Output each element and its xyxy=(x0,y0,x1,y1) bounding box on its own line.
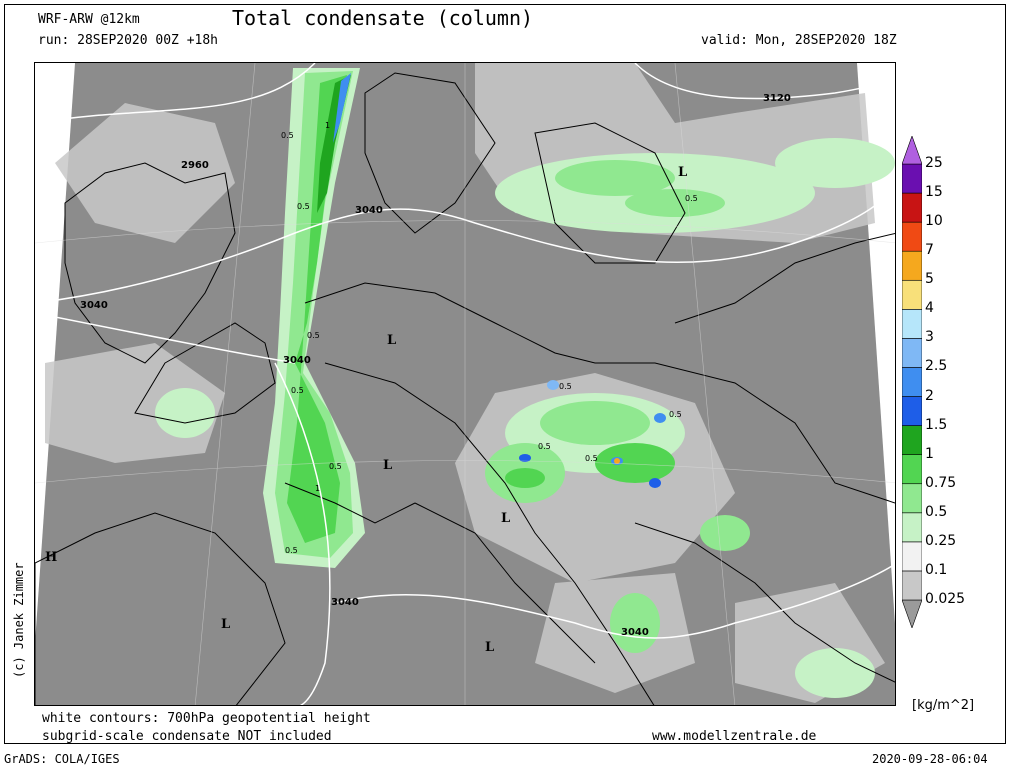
colorbar-level-label: 25 xyxy=(925,155,943,171)
colorbar-level-label: 1 xyxy=(925,445,934,462)
map-area: 2960 3040 3040 3040 3040 3040 3120 L L L… xyxy=(34,62,896,706)
value-label: 0.5 xyxy=(685,194,698,203)
colorbar-level-label: 2.5 xyxy=(925,358,948,375)
value-label: 0.5 xyxy=(281,131,294,140)
valid-label: valid: Mon, 28SEP2020 18Z xyxy=(701,33,897,48)
colorbar-level-label: 10 xyxy=(925,213,943,230)
contour-label: 3040 xyxy=(355,205,383,216)
colorbar xyxy=(902,136,922,628)
value-label: 0.5 xyxy=(297,202,310,211)
value-label: 0.5 xyxy=(559,382,572,391)
colorbar-level-label: 0.025 xyxy=(925,591,966,607)
colorbar-swatch xyxy=(902,570,922,601)
colorbar-unit: [kg/m^2] xyxy=(912,698,975,713)
low-pressure-label: L xyxy=(221,617,230,632)
low-pressure-label: L xyxy=(383,458,392,473)
colorbar-swatch xyxy=(902,541,922,572)
value-label: 1 xyxy=(325,121,330,130)
figure-frame xyxy=(4,4,1006,744)
colorbar-level-label: 7 xyxy=(925,242,934,259)
high-pressure-label: H xyxy=(45,550,57,565)
model-label: WRF-ARW @12km xyxy=(38,12,140,27)
condensate-band xyxy=(263,68,365,568)
low-pressure-label: L xyxy=(678,165,687,180)
contour-label: 3040 xyxy=(283,355,311,366)
timestamp-label: 2020-09-28-06:04 xyxy=(872,752,988,766)
value-label: 0.5 xyxy=(285,546,298,555)
colorbar-top-arrow xyxy=(902,136,922,165)
value-label: 0.5 xyxy=(291,386,304,395)
colorbar-swatch xyxy=(902,309,922,339)
value-label: 0.5 xyxy=(669,410,682,419)
low-pressure-label: L xyxy=(387,333,396,348)
low-pressure-label: L xyxy=(501,511,510,526)
colorbar-swatch xyxy=(902,425,922,455)
colorbar-swatch xyxy=(902,512,922,543)
contour-label: 3120 xyxy=(763,93,791,104)
website-label: www.modellzentrale.de xyxy=(652,729,817,744)
colorbar-swatch xyxy=(902,163,922,194)
colorbar-level-label: 4 xyxy=(925,300,934,317)
contour-label: 3040 xyxy=(331,597,359,608)
colorbar-bottom-arrow xyxy=(902,599,922,628)
colorbar-level-label: 3 xyxy=(925,329,934,346)
graticule xyxy=(35,63,895,705)
colorbar-level-label: 0.75 xyxy=(925,474,957,491)
contour-label-group: 2960 3040 3040 3040 3040 3040 3120 xyxy=(80,93,791,638)
contour-label: 3040 xyxy=(621,627,649,638)
map-svg: 2960 3040 3040 3040 3040 3040 3120 L L L… xyxy=(35,63,895,705)
footnote-subgrid: subgrid-scale condensate NOT included xyxy=(42,729,332,744)
contour-label: 2960 xyxy=(181,160,209,171)
colorbar-swatch xyxy=(902,454,922,485)
condensate-cells xyxy=(155,138,895,698)
value-label: 0.5 xyxy=(307,331,320,340)
chart-title: Total condensate (column) xyxy=(232,6,534,30)
geopotential-contours xyxy=(35,63,895,705)
value-label: 0.5 xyxy=(538,442,551,451)
colorbar-swatch xyxy=(902,279,922,310)
value-label: 0.5 xyxy=(585,454,598,463)
colorbar-level-label: 5 xyxy=(925,271,934,288)
contour-label: 3040 xyxy=(80,300,108,311)
colorbar-level-label: 0.25 xyxy=(925,532,957,549)
colorbar-level-label: 0.1 xyxy=(925,561,948,578)
pressure-label-group: L L L L L L H xyxy=(45,165,687,655)
colorbar-swatch xyxy=(902,367,922,397)
colorbar-level-label: 1.5 xyxy=(925,416,948,433)
value-label-group: 0.5 1 0.5 0.5 0.5 1 0.5 0.5 0.5 0.5 0.5 … xyxy=(281,121,698,555)
value-label: 1 xyxy=(315,484,320,493)
colorbar-swatch xyxy=(902,192,922,223)
low-pressure-label: L xyxy=(485,640,494,655)
colorbar-swatch xyxy=(902,221,922,252)
colorbar-swatch xyxy=(902,396,922,426)
value-label: 0.5 xyxy=(329,462,342,471)
colorbar-level-label: 2 xyxy=(925,387,934,404)
copyright-label: (c) Janek Zimmer xyxy=(12,562,26,678)
run-label: run: 28SEP2020 00Z +18h xyxy=(38,33,219,48)
colorbar-level-label: 15 xyxy=(925,184,943,201)
colorbar-level-label: 0.5 xyxy=(925,503,948,520)
colorbar-swatch xyxy=(902,250,922,281)
footnote-contours: white contours: 700hPa geopotential heig… xyxy=(42,711,371,726)
grads-credit: GrADS: COLA/IGES xyxy=(4,752,120,766)
colorbar-swatch xyxy=(902,483,922,514)
colorbar-swatch xyxy=(902,338,922,368)
